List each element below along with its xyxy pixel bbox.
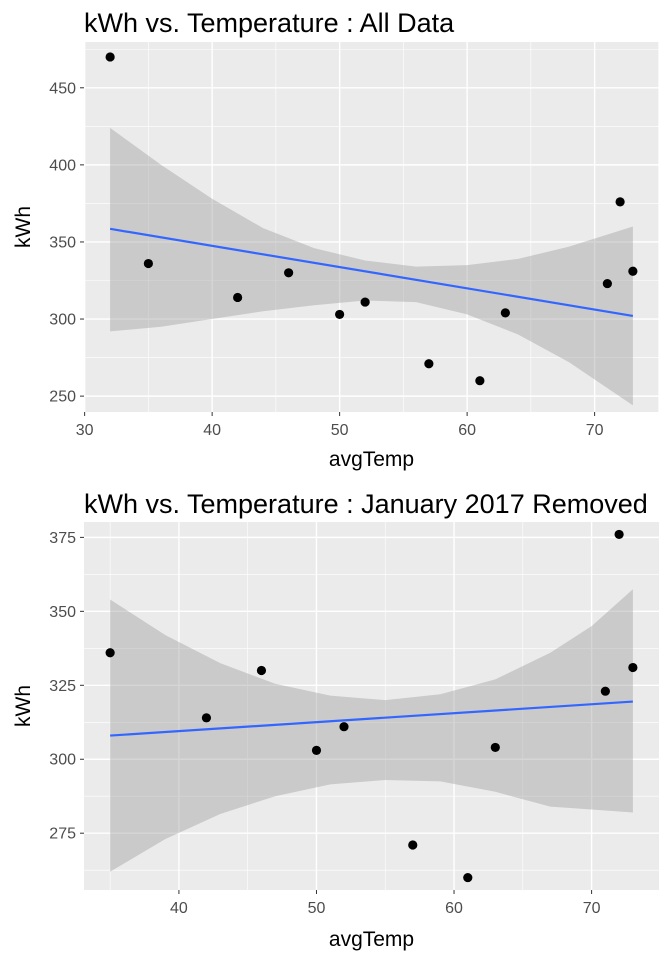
data-point — [602, 278, 612, 289]
data-point — [628, 266, 638, 276]
y-tick-label: 250 — [49, 389, 76, 406]
y-tick-label: 300 — [49, 312, 76, 329]
y-axis-title: kWh — [12, 206, 35, 248]
y-tick-label: 400 — [49, 157, 76, 174]
y-tick-label: 325 — [49, 678, 76, 695]
y-tick-label: 350 — [49, 234, 76, 251]
data-points — [105, 52, 638, 386]
data-point — [335, 309, 345, 320]
data-point — [284, 268, 294, 278]
gridlines — [84, 522, 659, 890]
x-axis-title: avgTemp — [329, 928, 414, 951]
y-axis-title: kWh — [12, 685, 35, 727]
x-tick-label: 50 — [308, 900, 326, 917]
data-point — [614, 529, 624, 540]
data-point — [143, 258, 153, 269]
fit-line — [109, 227, 634, 318]
data-point — [500, 308, 510, 318]
data-point — [311, 745, 322, 755]
axes: 40 50 60 70 275 300 325 350 375 — [49, 530, 600, 917]
chart-title: kWh vs. Temperature : All Data — [84, 8, 455, 38]
data-point — [628, 662, 638, 673]
x-tick-label: 30 — [76, 422, 94, 439]
data-point — [463, 872, 473, 883]
x-tick-label: 60 — [458, 422, 476, 439]
x-tick-label: 70 — [583, 900, 601, 917]
x-tick-label: 70 — [586, 422, 604, 439]
x-tick-label: 50 — [331, 422, 349, 439]
gridlines — [83, 42, 659, 412]
chart-panel-1: kWh vs. Temperature : All Data 30 40 50 60 70… — [12, 8, 659, 471]
fit-line — [110, 700, 633, 737]
x-axis-title: avgTemp — [329, 448, 414, 471]
y-tick-label: 350 — [49, 604, 76, 621]
y-tick-label: 450 — [49, 80, 76, 97]
data-point — [105, 52, 115, 62]
plot-panel — [84, 42, 659, 412]
data-point — [615, 197, 625, 207]
axes: 30 40 50 60 70 250 300 350 400 450 — [49, 80, 603, 439]
y-tick-label: 375 — [49, 530, 76, 547]
y-tick-label: 275 — [49, 826, 76, 843]
x-tick-label: 40 — [203, 422, 221, 439]
confidence-band — [110, 127, 633, 406]
y-tick-label: 300 — [49, 752, 76, 769]
data-point — [339, 722, 349, 732]
data-point — [408, 840, 418, 850]
data-points — [105, 529, 638, 883]
data-point — [256, 665, 267, 676]
data-point — [233, 292, 243, 303]
data-point — [201, 713, 212, 723]
data-point — [600, 686, 610, 696]
chart-title: kWh vs. Temperature : January 2017 Remov… — [84, 489, 648, 519]
data-point — [490, 742, 500, 753]
data-point — [105, 648, 115, 658]
x-tick-label: 60 — [445, 900, 463, 917]
data-point — [424, 359, 434, 369]
data-point — [360, 297, 370, 307]
chart-panel-2: kWh vs. Temperature : January 2017 Remov… — [12, 489, 659, 951]
data-point — [475, 376, 485, 386]
confidence-band — [110, 589, 633, 872]
x-tick-label: 40 — [170, 900, 188, 917]
